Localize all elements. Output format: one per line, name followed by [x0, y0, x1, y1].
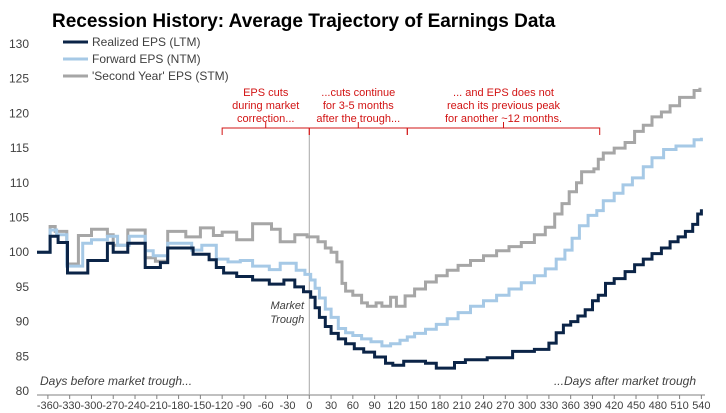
- annotation-text: reach its previous peak: [447, 100, 561, 112]
- x-tick-label: 180: [431, 400, 449, 412]
- y-tick-label: 90: [16, 315, 30, 329]
- x-tick-label: -150: [189, 400, 211, 412]
- annotation-text: correction...: [237, 113, 294, 125]
- x-tick-label: -210: [146, 400, 168, 412]
- annotation-text: for 3-5 months: [323, 100, 394, 112]
- y-tick-label: 120: [9, 106, 29, 120]
- trough-label-line: Trough: [270, 314, 304, 326]
- x-tick-label: -330: [59, 400, 81, 412]
- x-tick-label: -60: [258, 400, 274, 412]
- x-note-before: Days before market trough...: [40, 374, 192, 388]
- x-tick-label: -180: [168, 400, 190, 412]
- y-tick-label: 125: [9, 72, 29, 86]
- x-tick-label: -240: [124, 400, 146, 412]
- x-tick-label: 90: [369, 400, 381, 412]
- series-lines: [37, 87, 703, 370]
- x-tick-label: 540: [692, 400, 710, 412]
- x-tick-label: -360: [37, 400, 59, 412]
- y-tick-label: 130: [9, 37, 29, 51]
- y-tick-label: 100: [9, 245, 29, 259]
- x-tick-label: -300: [80, 400, 102, 412]
- x-tick-label: 120: [387, 400, 405, 412]
- x-tick-label: -90: [236, 400, 252, 412]
- legend-label-second-year-eps-stm: 'Second Year' EPS (STM): [92, 69, 229, 83]
- series-line-realized-eps-ltm: [37, 209, 703, 370]
- x-note-after: ...Days after market trough: [554, 374, 696, 388]
- x-tick-label: 510: [670, 400, 688, 412]
- y-tick-label: 85: [16, 349, 30, 363]
- annotation-bracket: [406, 122, 601, 135]
- x-tick-label: 390: [583, 400, 601, 412]
- x-tick-label: 420: [605, 400, 623, 412]
- trough-label-line: Market: [270, 300, 305, 312]
- x-tick-label: 60: [347, 400, 359, 412]
- x-tick-label: 360: [561, 400, 579, 412]
- y-tick-label: 115: [10, 141, 29, 155]
- y-tick-label: 80: [16, 384, 30, 398]
- x-tick-label: 30: [325, 400, 337, 412]
- x-tick-label: 0: [306, 400, 312, 412]
- x-tick-label: 270: [496, 400, 514, 412]
- x-tick-label: 330: [540, 400, 558, 412]
- x-tick-label: 240: [474, 400, 492, 412]
- y-tick-label: 95: [16, 280, 30, 294]
- market-trough-label: Market Trough: [270, 300, 305, 326]
- y-axis: 80 85 90 95 100 105 110 115 120 125 130: [9, 37, 29, 398]
- chart-title: Recession History: Average Trajectory of…: [52, 11, 556, 32]
- x-tick-label: 210: [453, 400, 471, 412]
- x-tick-label: -270: [102, 400, 124, 412]
- annotation-text: during market: [232, 100, 299, 112]
- annotation-text: ...cuts continue: [321, 87, 395, 99]
- x-tick-label: 300: [518, 400, 536, 412]
- x-tick-label: 450: [627, 400, 645, 412]
- x-tick-label: 150: [409, 400, 427, 412]
- y-tick-label: 110: [10, 176, 29, 190]
- annotation-text: for another ~12 months.: [445, 113, 562, 125]
- x-axis: -360 -330 -300 -270 -240 -210 -180 -150 -120 -90-…: [37, 394, 711, 412]
- legend: Realized EPS (LTM) Forward EPS (NTM) 'Seco…: [63, 35, 229, 83]
- y-tick-label: 105: [9, 211, 29, 225]
- legend-label-forward-eps-ntm: Forward EPS (NTM): [92, 52, 201, 66]
- series-line-second-year-eps-stm: [37, 87, 702, 308]
- x-tick-label: 480: [649, 400, 667, 412]
- legend-label-realized-eps-ltm: Realized EPS (LTM): [92, 35, 200, 49]
- annotation-text: after the trough...: [316, 113, 400, 125]
- x-tick-label: -30: [280, 400, 296, 412]
- annotation-text: ... and EPS does not: [453, 87, 554, 99]
- x-tick-label: -120: [211, 400, 233, 412]
- annotation-text: EPS cuts: [243, 87, 289, 99]
